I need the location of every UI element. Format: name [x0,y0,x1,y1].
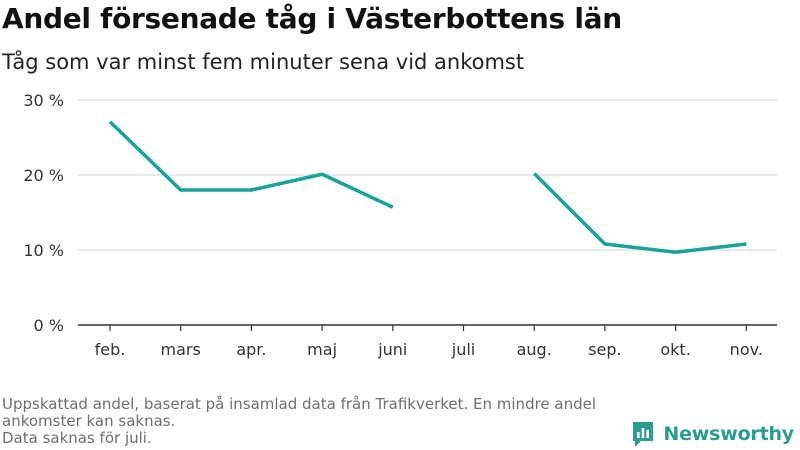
source-note: Uppskattad andel, baserat på insamlad da… [2,395,597,430]
x-tick-label: juni [377,340,407,359]
newsworthy-logo-text: Newsworthy [663,423,794,445]
x-tick-label: juli [451,340,475,359]
x-tick-label: sep. [588,340,621,359]
chart-subtitle: Tåg som var minst fem minuter sena vid a… [2,50,525,74]
newsworthy-logo-icon [633,422,654,447]
y-tick-label: 20 % [23,166,64,185]
x-tick-label: mars [161,340,201,359]
x-tick-label: okt. [660,340,690,359]
x-tick-label: apr. [236,340,266,359]
x-tick-label: nov. [730,340,763,359]
y-tick-label: 30 % [23,91,64,110]
y-tick-label: 10 % [23,241,64,260]
chart-title: Andel försenade tåg i Västerbottens län [2,2,622,35]
x-tick-label: aug. [517,340,552,359]
x-tick-label: feb. [95,340,126,359]
series-line-segment-2 [532,172,747,254]
x-tick-label: maj [307,340,337,359]
chart-notes: Uppskattad andel, baserat på insamlad da… [2,396,642,447]
missing-data-note: Data saknas för juli. [2,429,152,447]
y-tick-label: 0 % [34,316,64,335]
newsworthy-logo: Newsworthy [631,420,794,448]
series-line-segment-1 [108,120,394,209]
